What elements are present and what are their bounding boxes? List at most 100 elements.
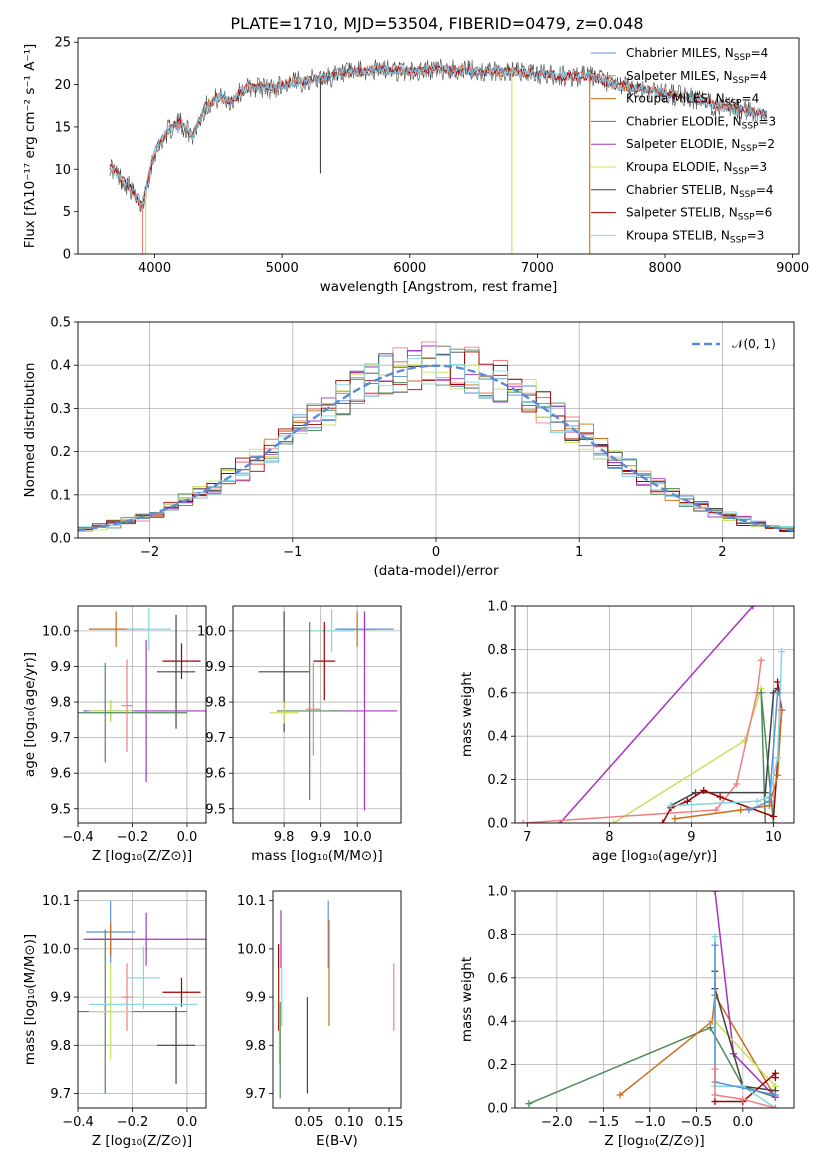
plot-area-mass_vs_Z	[78, 891, 206, 1108]
y-tick-label: 0.6	[487, 971, 508, 986]
legend-label: Chabrier ELODIE, NSSP=3	[626, 114, 776, 131]
y-tick-label: 0.4	[487, 730, 508, 745]
plot-area-residuals	[78, 322, 794, 538]
axes-frame	[272, 890, 402, 1109]
legend-subscript: SSP	[742, 121, 759, 131]
x-axis-label: E(B-V)	[316, 1133, 358, 1149]
legend-subscript: SSP	[730, 235, 747, 245]
x-tick-label: 7	[523, 830, 531, 845]
axes-mass_vs_ebv: 0.05 0.10 0.15 9.7 9.8 9.9 10.0 10.1 E(B-V)	[237, 890, 403, 1149]
y-tick-label: 0.4	[50, 359, 71, 374]
y-tick-label: 10.0	[42, 942, 71, 957]
x-tick-label: −0.4	[62, 1115, 94, 1130]
y-axis-label: mass [log₁₀(M/M⊙)]	[22, 934, 38, 1065]
y-tick-label: 5	[63, 205, 71, 220]
x-tick-label: −2	[140, 545, 159, 560]
y-tick-label: 0.8	[487, 643, 508, 658]
legend-value: =4	[749, 69, 767, 83]
x-tick-label: 9.9	[310, 830, 331, 845]
x-axis-label: Z [log₁₀(Z/Z⊙)]	[604, 1133, 704, 1149]
plot-area-weight_vs_Z	[515, 891, 794, 1108]
plot-area-age_vs_mass	[233, 606, 401, 823]
y-tick-label: 9.9	[50, 660, 71, 675]
axes-weight_vs_age: 7 8 9 10 0.0 0.2 0.4 0.6 0.8 1.0 age [log₁₀(age/yr…	[459, 600, 795, 864]
legend-name: Salpeter ELODIE, N	[626, 137, 740, 151]
normal-curve	[78, 364, 794, 532]
legend-label: Kroupa MILES, NSSP=4	[626, 92, 759, 109]
axes-mass_vs_Z: −0.4 −0.2 0.0 9.7 9.8 9.9 10.0 10.1 Z [log₁₀(Z/Z…	[22, 890, 207, 1149]
legend-label: Salpeter MILES, NSSP=4	[626, 69, 767, 86]
y-tick-label: 0.8	[487, 928, 508, 943]
axes-frame	[77, 37, 800, 255]
figure-title: PLATE=1710, MJD=53504, FIBERID=0479, z=0…	[230, 14, 643, 33]
legend-name: Chabrier MILES, N	[626, 46, 734, 60]
x-axis-label: wavelength [Angstrom, rest frame]	[320, 279, 558, 295]
x-tick-label: −1.0	[634, 1115, 666, 1130]
legend-subscript: SSP	[740, 144, 757, 154]
x-tick-label: 2	[718, 545, 726, 560]
legend-subscript: SSP	[733, 76, 750, 86]
x-tick-label: −0.5	[681, 1115, 713, 1130]
y-tick-label: 0.0	[487, 817, 508, 832]
x-tick-label: 0.0	[177, 1115, 198, 1130]
legend-value: =4	[751, 46, 769, 60]
x-tick-label: −1.5	[588, 1115, 620, 1130]
x-tick-label: 8	[605, 830, 613, 845]
legend-name: Salpeter STELIB, N	[626, 206, 738, 220]
y-tick-label: 9.8	[50, 1039, 71, 1054]
legend-value: =4	[756, 183, 774, 197]
y-tick-label: 0.0	[487, 1102, 508, 1117]
x-tick-label: 6000	[393, 261, 426, 276]
axes-frame	[514, 890, 795, 1109]
legend-name: Kroupa MILES, N	[626, 92, 725, 106]
y-tick-label: 0.2	[50, 445, 71, 460]
x-tick-label: 10.0	[343, 830, 372, 845]
y-axis-label: mass weight	[459, 957, 475, 1042]
y-axis-label: Flux [fλ10⁻¹⁷ erg cm⁻² s⁻¹ A⁻¹]	[22, 44, 38, 249]
x-tick-label: 5000	[266, 261, 299, 276]
y-tick-label: 9.5	[205, 802, 226, 817]
legend-value: =2	[757, 137, 775, 151]
x-tick-label: 0.0	[733, 1115, 754, 1130]
y-tick-label: 9.6	[50, 767, 71, 782]
legend-label: Chabrier MILES, NSSP=4	[626, 46, 768, 63]
legend-value: =3	[758, 114, 776, 128]
x-tick-label: 4000	[138, 261, 171, 276]
x-tick-label: −0.2	[117, 1115, 149, 1130]
y-tick-label: 25	[54, 36, 71, 51]
legend-label: Chabrier STELIB, NSSP=4	[626, 183, 774, 200]
legend-subscript: SSP	[734, 53, 751, 63]
y-tick-label: 0.5	[50, 316, 71, 331]
y-tick-label: 9.6	[205, 767, 226, 782]
axes-residuals: −2 −1 0 1 2 0.0 0.1 0.2 0.3 0.4 0.5 (data-model)/er…	[22, 316, 795, 579]
axes-spectrum: 4000 5000 6000 7000 8000 9000 0 5 10 15 20 25 wavele…	[22, 36, 809, 295]
legend-name: Kroupa ELODIE, N	[626, 160, 733, 174]
legend-value: =3	[749, 160, 767, 174]
y-tick-label: 20	[54, 78, 71, 93]
x-tick-label: 10	[765, 830, 782, 845]
y-tick-label: 10.1	[237, 894, 266, 909]
y-tick-label: 9.7	[245, 1087, 266, 1102]
y-tick-label: 10.0	[197, 624, 226, 639]
y-tick-label: 9.9	[245, 991, 266, 1006]
axes-frame	[232, 605, 402, 824]
y-tick-label: 9.9	[50, 991, 71, 1006]
x-tick-label: −2.0	[541, 1115, 573, 1130]
legend-value: =4	[742, 92, 760, 106]
x-tick-label: 8000	[648, 261, 681, 276]
y-tick-label: 9.9	[205, 660, 226, 675]
axes-frame	[77, 321, 795, 539]
legend-label: Kroupa ELODIE, NSSP=3	[626, 160, 767, 177]
y-tick-label: 10.0	[237, 942, 266, 957]
x-tick-label: 1	[575, 545, 583, 560]
legend-name: Chabrier STELIB, N	[626, 183, 739, 197]
y-tick-label: 9.8	[50, 696, 71, 711]
y-axis-label: Normed distribution	[22, 363, 38, 498]
x-tick-label: 0.10	[335, 1115, 364, 1130]
y-tick-label: 0.2	[487, 1058, 508, 1073]
plot-area-spectrum	[109, 58, 768, 254]
spectrum-line-kroupa-stelib	[109, 64, 768, 206]
legend-value: =3	[747, 228, 765, 242]
axes-frame	[77, 890, 207, 1109]
y-tick-label: 0.4	[487, 1015, 508, 1030]
